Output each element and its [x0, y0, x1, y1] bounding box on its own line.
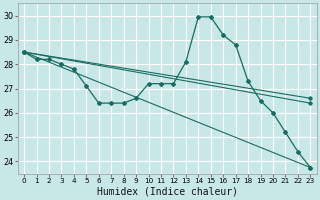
X-axis label: Humidex (Indice chaleur): Humidex (Indice chaleur)	[97, 187, 238, 197]
